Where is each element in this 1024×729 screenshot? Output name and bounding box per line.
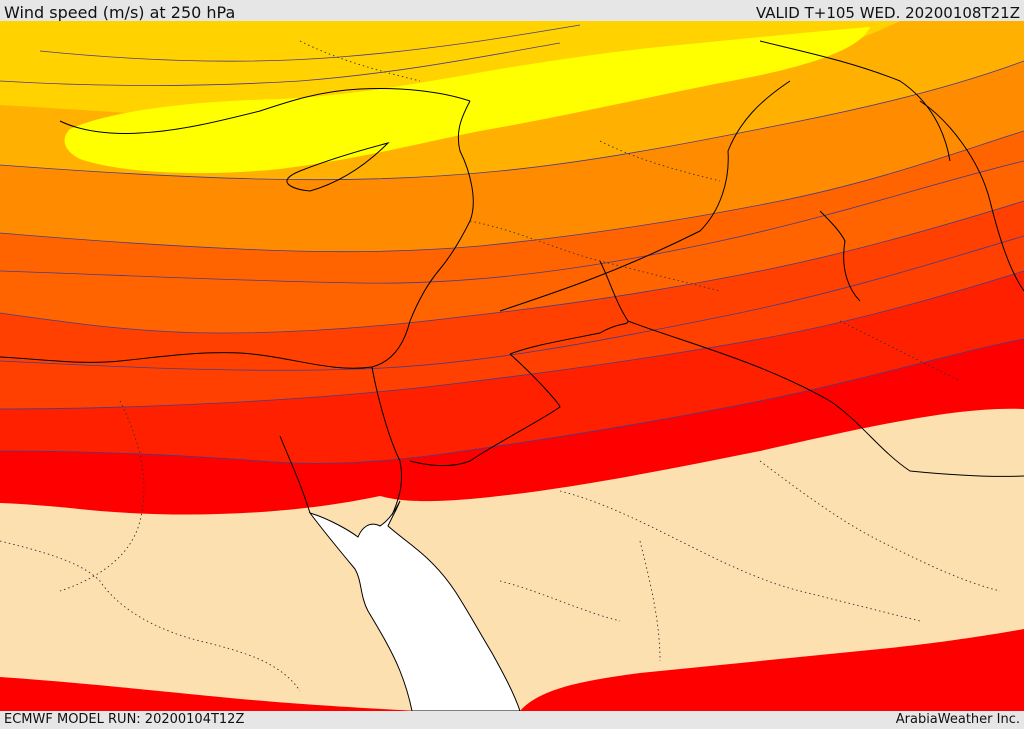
map-title: Wind speed (m/s) at 250 hPa	[4, 3, 236, 22]
credit-label: ArabiaWeather Inc.	[895, 712, 1020, 727]
band-red-southeast	[520, 629, 1024, 711]
coastlines	[0, 40, 1024, 516]
wind-speed-map	[0, 21, 1024, 711]
isotach-lines	[0, 24, 1024, 464]
map-header: Wind speed (m/s) at 250 hPa VALID T+105 …	[0, 0, 1024, 22]
valid-time: VALID T+105 WED. 20200108T21Z	[755, 4, 1020, 22]
admin-borders	[0, 40, 1001, 692]
map-canvas	[0, 21, 1024, 711]
model-run-label: ECMWF MODEL RUN: 20200104T12Z	[4, 712, 245, 727]
band-red-south	[0, 677, 420, 711]
red-sea	[308, 500, 521, 711]
map-footer: ECMWF MODEL RUN: 20200104T12Z ArabiaWeat…	[0, 711, 1024, 729]
